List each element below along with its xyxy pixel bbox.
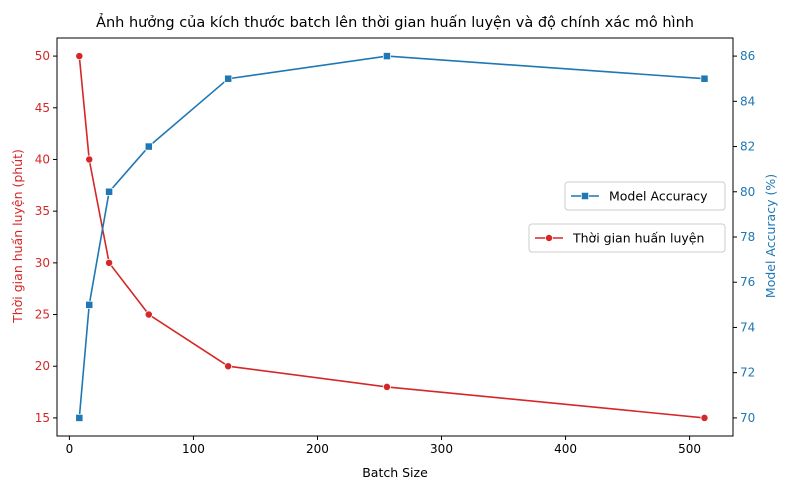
y-right-tick-label: 72 — [740, 366, 755, 380]
model-accuracy-point — [105, 187, 114, 196]
y-axis-right-label: Model Accuracy (%) — [763, 174, 778, 298]
model-accuracy-point — [224, 74, 233, 83]
training-time-point — [75, 52, 84, 61]
y-left-tick-label: 15 — [35, 411, 50, 425]
y-axis-left-label: Thời gian huấn luyện (phút) — [10, 149, 25, 324]
legend-marker-model-accuracy — [581, 192, 589, 200]
y-left-tick-label: 40 — [35, 152, 50, 166]
y-left-tick-label: 20 — [35, 359, 50, 373]
y-right-tick-label: 76 — [740, 275, 755, 289]
x-tick-label: 500 — [678, 442, 701, 456]
y-right-tick-label: 82 — [740, 140, 755, 154]
training-time-point — [224, 362, 233, 371]
y-left-tick-label: 35 — [35, 204, 50, 218]
model-accuracy-point — [382, 52, 391, 61]
y-left-tick-label: 45 — [35, 101, 50, 115]
x-axis-label: Batch Size — [362, 465, 428, 480]
legend-box-training-time — [528, 223, 726, 253]
legend-label-model-accuracy: Model Accuracy — [609, 189, 708, 204]
legend-box-model-accuracy — [564, 181, 726, 211]
model-accuracy-point — [75, 413, 84, 422]
x-tick-label: 100 — [182, 442, 205, 456]
model-accuracy-point — [700, 74, 709, 83]
legend: Model Accuracy Thời gian huấn luyện — [528, 181, 726, 253]
chart-title: Ảnh hưởng của kích thước batch lên thời … — [96, 13, 694, 31]
y-left-tick-label: 50 — [35, 49, 50, 63]
training-time-point — [85, 155, 94, 164]
training-time-point — [382, 382, 391, 391]
y-right-tick-label: 86 — [740, 49, 755, 63]
y-left-tick-label: 25 — [35, 308, 50, 322]
training-time-point — [700, 413, 709, 422]
training-time-point — [144, 310, 153, 319]
y-right-tick-label: 78 — [740, 230, 755, 244]
legend-label-training-time: Thời gian huấn luyện — [572, 231, 704, 246]
x-tick-label: 0 — [66, 442, 74, 456]
legend-marker-training-time — [545, 234, 553, 242]
x-tick-label: 400 — [554, 442, 577, 456]
y-right-tick-label: 70 — [740, 411, 755, 425]
y-right-tick-label: 84 — [740, 94, 755, 108]
y-left-tick-label: 30 — [35, 256, 50, 270]
training-time-point — [105, 258, 114, 267]
model-accuracy-point — [144, 142, 153, 151]
x-tick-label: 300 — [430, 442, 453, 456]
x-tick-label: 200 — [306, 442, 329, 456]
y-right-tick-label: 80 — [740, 185, 755, 199]
model-accuracy-point — [85, 300, 94, 309]
y-right-tick-label: 74 — [740, 320, 755, 334]
plot-area: 0 100 200 300 400 500 15 20 25 30 35 40 45 50 70 72 74 76… — [35, 37, 755, 456]
